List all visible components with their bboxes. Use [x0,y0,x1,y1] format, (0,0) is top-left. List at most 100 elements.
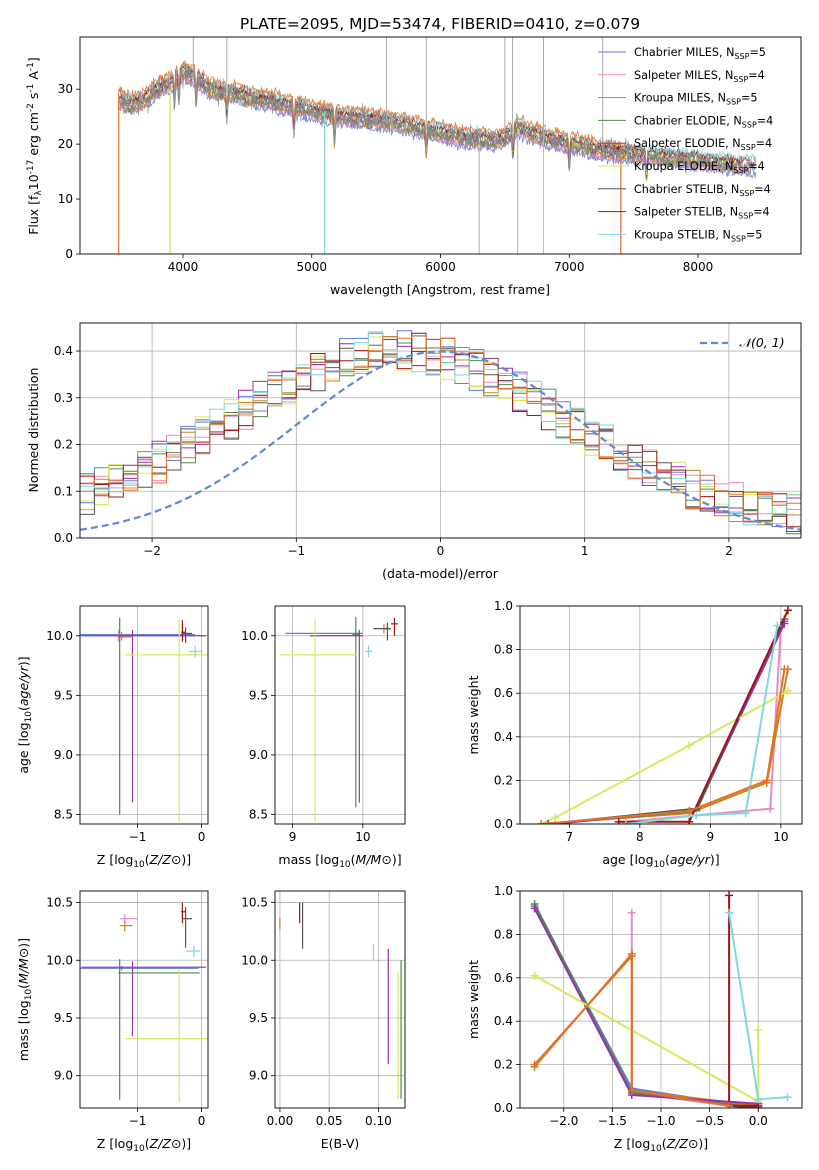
x-tick-label: −1.0 [646,1114,675,1128]
weight-marker [537,820,546,824]
axes-frame [519,605,803,825]
y-tick-label: 8.5 [249,807,268,821]
label-part: age/yr [16,665,31,706]
legend-tail: =4 [754,183,771,196]
label-part: erg cm [26,112,41,160]
y-tick-label: 0.0 [54,531,73,545]
y-axis-label: mass weight [466,675,481,754]
legend-label: Salpeter MILES, NSSP=4 [634,69,765,84]
label-part: ] [26,57,41,62]
axes-frame [79,890,209,1109]
legend-label: Chabrier STELIB, NSSP=4 [634,183,771,198]
x-tick-label: 10 [355,830,370,844]
gaussian-curve [80,350,801,531]
label-part: mass [log [278,852,339,867]
weight-marker [544,820,553,824]
model-spectrum [121,62,756,171]
weight-line [541,669,786,824]
weight-marker [725,1101,734,1108]
axes-frame [79,322,802,539]
legend-text: Chabrier MILES, N [634,46,734,59]
y-tick-label: 9.5 [249,688,268,702]
legend-label: Kroupa STELIB, NSSP=5 [634,228,762,243]
legend-text: Chabrier STELIB, N [634,183,739,196]
y-tick-label: 0.0 [494,817,513,831]
label-part: Z/Z⊙ [666,1136,699,1151]
label-part: 10 [26,174,41,190]
legend-tail: =5 [749,46,766,59]
x-tick-label: 2 [725,544,733,558]
x-tick-label: −1 [129,1114,147,1128]
legend-label: Salpeter STELIB, NSSP=4 [634,206,770,221]
y-tick-label: 9.5 [54,688,73,702]
x-tick-label: 4000 [168,260,199,274]
spectrum-panel: 4000 5000 6000 7000 8000 0 10 20 30 Chabrier MILE… [26,36,802,297]
axes-frame [519,890,803,1109]
weight-line [533,907,759,1105]
label-part: )] [16,656,31,666]
axes-frame [79,36,802,255]
x-tick-label: 8000 [683,260,714,274]
y-tick-label: 8.5 [54,807,73,821]
x-tick-label: 0 [437,544,445,558]
plot-area [80,902,208,1103]
x-axis-label: Z [log10(Z/Z⊙)] [614,1136,708,1154]
weight-marker [685,806,694,815]
label-part: -1 [26,84,36,93]
label-part: ( [16,984,31,989]
legend-label: Chabrier MILES, NSSP=5 [634,46,766,61]
y-tick-label: 10.0 [46,629,73,643]
observed-spectrum [118,64,756,175]
histogram-step [80,336,801,524]
label-part: )] [710,852,720,867]
legend-sub: SSP [731,234,746,243]
x-axis-label: age [log10(age/yr)] [602,852,719,870]
plot-area [279,616,398,822]
y-tick-label: 10.5 [241,896,268,910]
label-part: age/yr [670,852,711,867]
weight-line [625,627,782,823]
label-part: age [log [602,852,653,867]
weight-line [625,625,779,824]
legend-tail: =5 [741,92,758,105]
legend-sub: SSP [742,120,757,129]
x-tick-label: 0.0 [749,1114,768,1128]
legend-tail: =4 [748,160,765,173]
weight-marker [530,1060,539,1069]
label-part: λ [34,190,44,196]
y-tick-label: 0.8 [494,643,513,657]
legend-sub: SSP [733,166,748,175]
weight-marker [741,809,750,818]
x-tick-label: −1.5 [598,1114,627,1128]
y-tick-label: 9.5 [249,1011,268,1025]
weight-marker [762,776,771,785]
weight-marker [627,952,636,961]
x-tick-label: 0 [198,830,206,844]
weight-marker [780,665,789,674]
x-tick-label: 7 [566,830,574,844]
x-tick-label: 0.10 [365,1114,392,1128]
label-part: E(B-V) [321,1136,360,1151]
x-tick-label: −1 [129,830,147,844]
plot-area [530,891,792,1108]
y-axis-label: mass weight [466,960,481,1039]
label-part: M/M⊙ [16,948,31,984]
plot-area [80,617,208,822]
legend-text: Salpeter STELIB, N [634,206,738,219]
y-tick-label: 1.0 [494,599,513,613]
weight-marker [685,817,694,824]
legend-tail: =4 [757,114,774,127]
y-tick-label: 0.8 [494,927,513,941]
label-part: ( [662,1136,667,1151]
legend-text: Kroupa STELIB, N [634,228,731,241]
y-axis-label: Normed distribution [26,368,41,493]
label-part: )] [392,852,402,867]
y-tick-label: 0.2 [494,1058,513,1072]
x-tick-label: 9 [707,830,715,844]
x-tick-label: 0.00 [267,1114,294,1128]
weight-marker [725,891,734,900]
y-tick-label: 0.4 [54,344,73,358]
legend-sub: SSP [741,143,756,152]
